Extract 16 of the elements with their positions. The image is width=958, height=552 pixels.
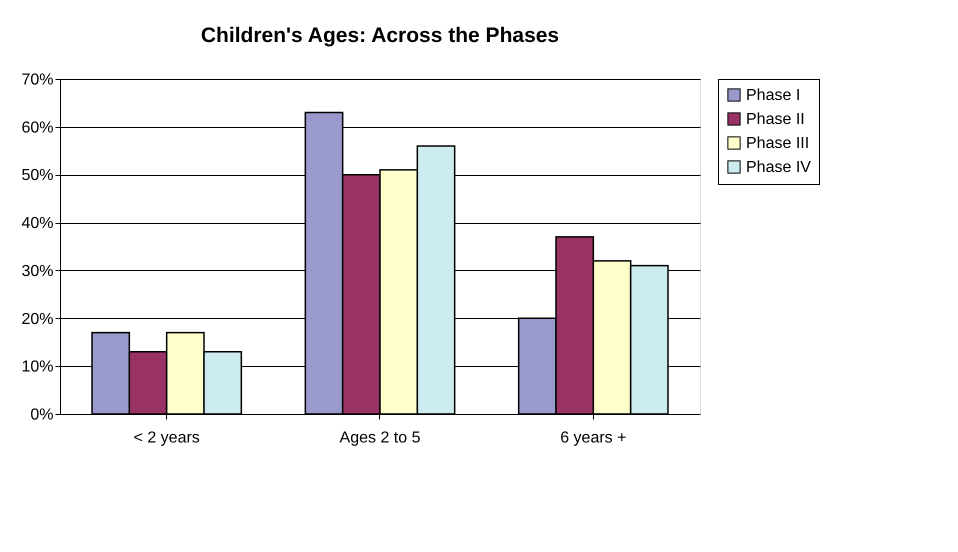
y-tick-label: 0%: [30, 406, 54, 424]
y-tick-label: 30%: [21, 262, 54, 280]
y-tick-label: 20%: [21, 310, 54, 328]
y-tick-label: 10%: [21, 358, 54, 376]
x-tick-label: Ages 2 to 5: [340, 430, 421, 446]
chart-title: Children's Ages: Across the Phases: [200, 24, 560, 47]
x-tick-label: < 2 years: [134, 430, 200, 446]
legend-label: Phase III: [746, 135, 810, 152]
x-tick-label: 6 years +: [560, 430, 626, 446]
y-tick-label: 50%: [21, 167, 54, 184]
legend-label: Phase I: [746, 87, 800, 104]
y-tick-label: 70%: [21, 72, 54, 88]
legend-label: Phase IV: [746, 159, 812, 176]
y-tick-label: 40%: [21, 215, 54, 232]
legend-label: Phase II: [746, 111, 805, 128]
y-tick-label: 60%: [21, 119, 54, 136]
